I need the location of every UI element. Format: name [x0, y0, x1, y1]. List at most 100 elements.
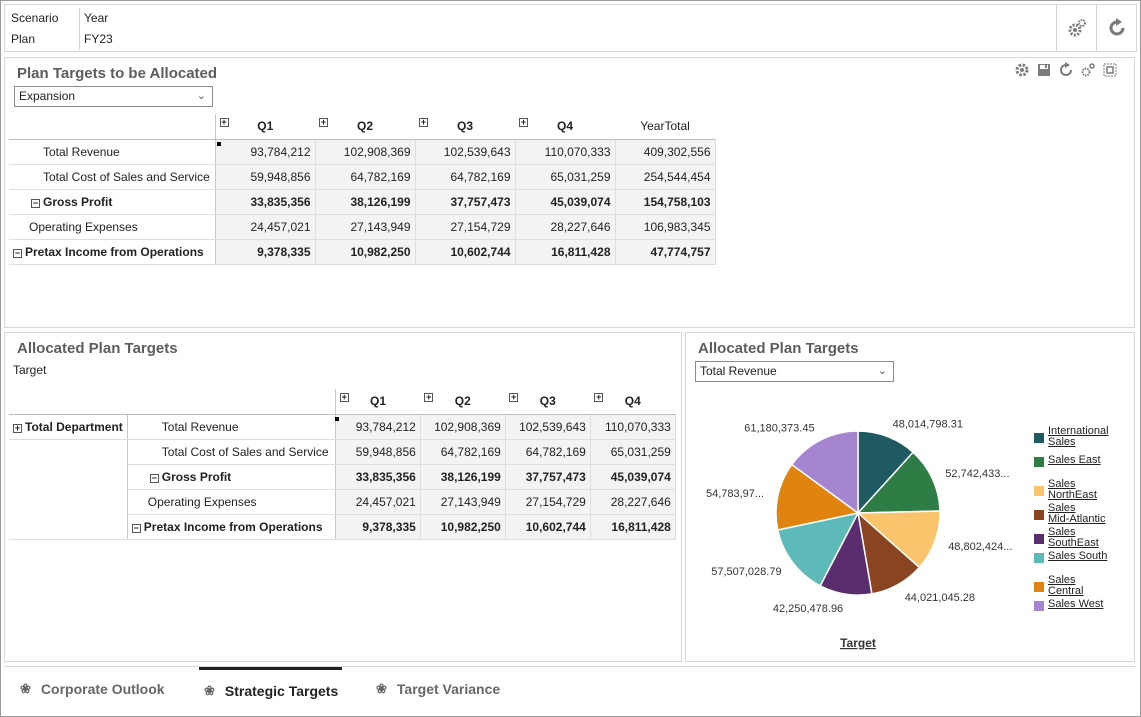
data-cell[interactable]: 45,039,074: [590, 464, 676, 490]
column-header-q4[interactable]: + Q4: [590, 389, 676, 415]
data-cell[interactable]: 10,982,250: [420, 514, 506, 540]
maximize-icon[interactable]: [1102, 62, 1118, 78]
row-label[interactable]: − Pretax Income from Operations: [127, 514, 336, 540]
data-cell[interactable]: 154,758,103: [615, 189, 716, 215]
data-cell[interactable]: 10,602,744: [505, 514, 591, 540]
expand-icon[interactable]: +: [319, 117, 328, 127]
gears-icon[interactable]: [1056, 5, 1096, 51]
tab-target-variance[interactable]: ❀ Target Variance: [376, 681, 501, 697]
data-cell[interactable]: 24,457,021: [215, 214, 316, 240]
column-header-q1[interactable]: + Q1: [214, 114, 315, 140]
pov-value-scenario[interactable]: Year: [84, 11, 109, 25]
data-cell[interactable]: 93,784,212: [215, 139, 316, 165]
data-cell[interactable]: 102,908,369: [315, 139, 416, 165]
expand-icon[interactable]: +: [419, 117, 428, 127]
data-cell[interactable]: 102,539,643: [505, 414, 591, 440]
measure-dropdown[interactable]: Total Revenue ⌄: [695, 361, 894, 382]
row-dimension-label[interactable]: + Total Department: [9, 414, 128, 440]
column-header-q3[interactable]: + Q3: [415, 114, 515, 140]
legend-item[interactable]: Sales Central: [1034, 575, 1083, 597]
data-cell[interactable]: 27,143,949: [315, 214, 416, 240]
expand-icon[interactable]: +: [424, 392, 434, 402]
data-cell[interactable]: 47,774,757: [615, 239, 716, 265]
data-cell[interactable]: 10,602,744: [415, 239, 516, 265]
data-cell[interactable]: 10,982,250: [315, 239, 416, 265]
expand-icon[interactable]: +: [519, 117, 528, 127]
column-header-q4[interactable]: + Q4: [515, 114, 615, 140]
row-label[interactable]: − Gross Profit: [127, 464, 336, 490]
legend-item[interactable]: Sales South: [1034, 551, 1107, 563]
data-cell[interactable]: 33,835,356: [335, 464, 421, 490]
collapse-icon[interactable]: −: [149, 472, 159, 483]
row-label[interactable]: − Gross Profit: [9, 189, 216, 215]
data-cell[interactable]: 254,544,454: [615, 164, 716, 190]
data-cell[interactable]: 102,908,369: [420, 414, 506, 440]
data-cell[interactable]: 16,811,428: [590, 514, 676, 540]
data-cell[interactable]: 38,126,199: [420, 464, 506, 490]
refresh-icon[interactable]: [1058, 62, 1074, 78]
legend-item[interactable]: International Sales: [1034, 426, 1109, 448]
pov-actions: [1056, 5, 1136, 51]
data-cell[interactable]: 45,039,074: [515, 189, 616, 215]
chevron-down-icon: ⌄: [196, 90, 206, 102]
collapse-icon[interactable]: −: [13, 247, 22, 258]
data-cell[interactable]: 64,782,169: [505, 439, 591, 465]
row-label[interactable]: − Pretax Income from Operations: [9, 239, 216, 265]
data-cell[interactable]: 65,031,259: [590, 439, 676, 465]
legend-item[interactable]: Sales West: [1034, 599, 1103, 611]
data-cell[interactable]: 64,782,169: [415, 164, 516, 190]
column-header-q2[interactable]: + Q2: [315, 114, 415, 140]
expansion-dropdown[interactable]: Expansion ⌄: [14, 86, 213, 107]
expand-icon[interactable]: +: [339, 392, 349, 402]
data-cell[interactable]: 38,126,199: [315, 189, 416, 215]
data-cell[interactable]: 9,378,335: [335, 514, 421, 540]
expand-icon[interactable]: +: [13, 422, 22, 433]
column-header-yeartotal[interactable]: YearTotal: [615, 114, 715, 140]
settings-icon[interactable]: [1014, 62, 1030, 78]
data-cell[interactable]: 27,154,729: [415, 214, 516, 240]
data-cell[interactable]: 16,811,428: [515, 239, 616, 265]
refresh-icon[interactable]: [1096, 5, 1136, 51]
pov-value-plan[interactable]: FY23: [84, 32, 113, 46]
expand-icon[interactable]: +: [509, 392, 519, 402]
data-cell[interactable]: 27,143,949: [420, 489, 506, 515]
data-cell[interactable]: 27,154,729: [505, 489, 591, 515]
tab-strategic-targets[interactable]: ❀ Strategic Targets: [199, 667, 343, 711]
collapse-icon[interactable]: −: [131, 522, 141, 533]
column-header-q3[interactable]: + Q3: [505, 389, 591, 415]
chevron-down-icon: ⌄: [877, 365, 887, 377]
legend-item[interactable]: Sales East: [1034, 455, 1101, 467]
actions-icon[interactable]: [1080, 62, 1096, 78]
data-cell[interactable]: 110,070,333: [590, 414, 676, 440]
data-cell[interactable]: 28,227,646: [515, 214, 616, 240]
legend-item[interactable]: Sales SouthEast: [1034, 527, 1099, 549]
data-cell[interactable]: 33,835,356: [215, 189, 316, 215]
data-cell[interactable]: 110,070,333: [515, 139, 616, 165]
data-cell[interactable]: 37,757,473: [505, 464, 591, 490]
column-header-q1[interactable]: + Q1: [334, 389, 421, 415]
data-cell[interactable]: 409,302,556: [615, 139, 716, 165]
data-cell[interactable]: 93,784,212: [335, 414, 421, 440]
pov-label-plan: Plan: [11, 32, 36, 46]
data-cell[interactable]: 9,378,335: [215, 239, 316, 265]
expand-icon[interactable]: +: [594, 392, 604, 402]
data-cell[interactable]: 59,948,856: [215, 164, 316, 190]
data-cell[interactable]: 59,948,856: [335, 439, 421, 465]
data-cell[interactable]: 65,031,259: [515, 164, 616, 190]
data-cell[interactable]: 24,457,021: [335, 489, 421, 515]
data-cell[interactable]: 64,782,169: [420, 439, 506, 465]
data-cell[interactable]: 28,227,646: [590, 489, 676, 515]
data-cell[interactable]: 102,539,643: [415, 139, 516, 165]
row-label: Total Cost of Sales and Service: [127, 439, 336, 465]
legend-item[interactable]: Sales Mid-Atlantic: [1034, 503, 1105, 525]
legend-item[interactable]: Sales NorthEast: [1034, 479, 1097, 501]
expand-icon[interactable]: +: [219, 117, 229, 127]
data-cell[interactable]: 106,983,345: [615, 214, 716, 240]
save-icon[interactable]: [1036, 62, 1052, 78]
collapse-icon[interactable]: −: [31, 197, 40, 208]
data-cell[interactable]: 37,757,473: [415, 189, 516, 215]
tab-corporate-outlook[interactable]: ❀ Corporate Outlook: [20, 681, 165, 697]
column-header-q2[interactable]: + Q2: [420, 389, 506, 415]
table-row: Total Revenue 93,784,212 102,908,369 102…: [9, 139, 716, 165]
data-cell[interactable]: 64,782,169: [315, 164, 416, 190]
